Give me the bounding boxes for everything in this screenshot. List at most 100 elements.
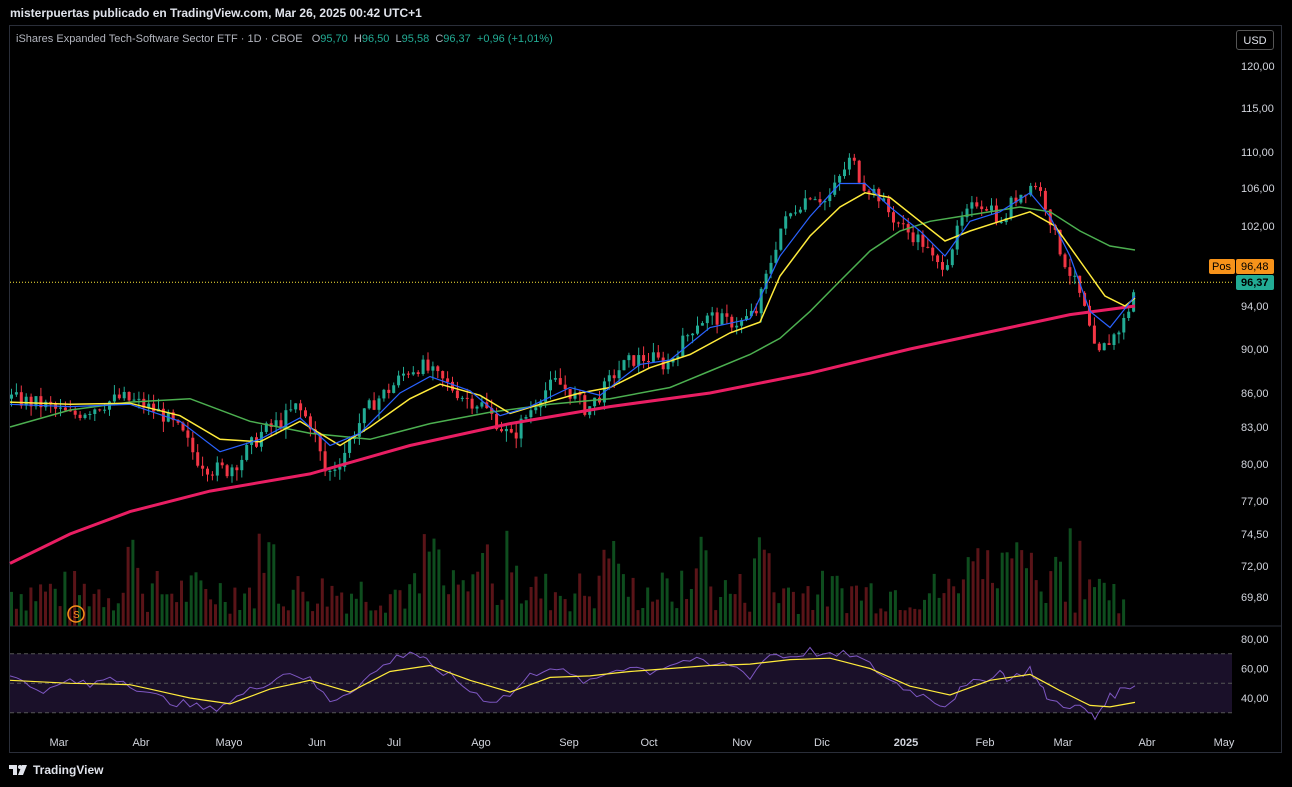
volume-bar — [942, 593, 946, 626]
volume-bar — [490, 583, 494, 626]
candle-body — [451, 381, 454, 391]
volume-bar — [782, 588, 786, 626]
volume-bar — [1122, 599, 1126, 626]
volume-bar — [680, 570, 684, 626]
volume-bar — [1005, 552, 1009, 626]
candle-body — [1122, 318, 1126, 333]
volume-bar — [262, 572, 266, 626]
low-label: L — [395, 33, 402, 45]
volume-bar — [689, 589, 693, 626]
candle-body — [63, 407, 67, 411]
dividend-marker-label: S — [73, 610, 80, 621]
candle-body — [220, 462, 224, 466]
volume-bar — [869, 583, 873, 626]
candle-body — [509, 428, 513, 433]
candle-body — [1097, 343, 1101, 351]
volume-bar — [908, 607, 912, 626]
volume-bar — [311, 611, 315, 626]
candle-body — [1127, 311, 1131, 319]
volume-bar — [330, 585, 334, 626]
price-axis-tick: 90,00 — [1241, 344, 1269, 356]
currency-button[interactable]: USD — [1236, 30, 1274, 50]
volume-bar — [952, 586, 956, 626]
candle-body — [994, 205, 998, 223]
candle-body — [504, 428, 508, 432]
candle-body — [78, 414, 82, 418]
candle-body — [676, 356, 680, 359]
time-axis-label: May — [1214, 737, 1235, 749]
candle-body — [10, 394, 13, 399]
candle-body — [803, 198, 807, 210]
candle-body — [495, 413, 499, 430]
volume-bar — [1073, 612, 1077, 626]
volume-bar — [58, 606, 62, 626]
volume-bar — [102, 607, 106, 626]
candle-body — [323, 451, 327, 472]
volume-bar — [524, 600, 528, 626]
volume-bar — [500, 599, 504, 626]
volume-bar — [39, 584, 43, 626]
symbol-legend: iShares Expanded Tech-Software Sector ET… — [16, 33, 553, 45]
time-axis-label: Jul — [387, 737, 401, 749]
rsi-line — [9, 646, 1136, 721]
volume-bar — [403, 608, 407, 626]
volume-bar — [757, 537, 761, 626]
candle-body — [558, 378, 562, 385]
candle-body — [426, 359, 430, 371]
price-axis-tick: 80,00 — [1241, 459, 1269, 471]
volume-bar — [10, 591, 13, 626]
volume-bar — [466, 591, 470, 626]
sma-200-line — [9, 304, 1136, 565]
volume-bar — [131, 539, 135, 626]
volume-bar — [549, 610, 553, 626]
candle-body — [103, 409, 107, 411]
volume-bar — [1015, 542, 1019, 626]
candle-body — [490, 408, 494, 414]
volume-bar — [811, 610, 815, 626]
candle-body — [201, 465, 205, 469]
volume-bar — [476, 571, 480, 626]
tradingview-logo[interactable]: TradingView — [9, 763, 103, 777]
sma-50-line — [9, 206, 1136, 441]
candle-body — [59, 407, 62, 409]
volume-bar — [384, 612, 387, 626]
candle-body — [421, 359, 425, 375]
volume-bar — [437, 549, 441, 626]
candle-body — [446, 378, 450, 382]
volume-bar — [417, 593, 421, 626]
pos-value-label: 96,48 — [1241, 261, 1269, 273]
candle-body — [112, 394, 116, 402]
volume-bar — [621, 574, 625, 626]
volume-bar — [1088, 579, 1092, 626]
candle-body — [402, 373, 405, 376]
volume-bar — [112, 610, 115, 626]
candle-body — [333, 469, 337, 471]
volume-bar — [165, 594, 169, 626]
volume-bar — [1029, 552, 1033, 626]
time-axis-label: Ago — [471, 737, 491, 749]
change-value: +0,96 (+1,01%) — [476, 33, 553, 45]
open-label: O — [311, 33, 321, 45]
volume-bar — [199, 580, 203, 626]
volume-bar — [495, 605, 499, 626]
volume-bar — [170, 593, 174, 626]
volume-bar — [971, 561, 975, 626]
candle-body — [882, 198, 886, 202]
candle-body — [578, 392, 582, 396]
candle-body — [980, 206, 984, 210]
candle-body — [431, 366, 435, 371]
price-axis-tick: 115,00 — [1241, 103, 1274, 115]
candle-body — [83, 414, 87, 418]
candle-body — [1058, 229, 1062, 255]
volume-bar — [898, 610, 902, 626]
candle-body — [656, 352, 660, 358]
volume-bar — [651, 601, 655, 626]
volume-bar — [116, 603, 120, 626]
volume-bar — [529, 587, 533, 626]
volume-bar — [19, 594, 23, 626]
volume-bar — [573, 593, 577, 626]
volume-bar — [675, 608, 679, 626]
volume-bar — [1068, 528, 1072, 626]
candle-body — [299, 403, 303, 411]
